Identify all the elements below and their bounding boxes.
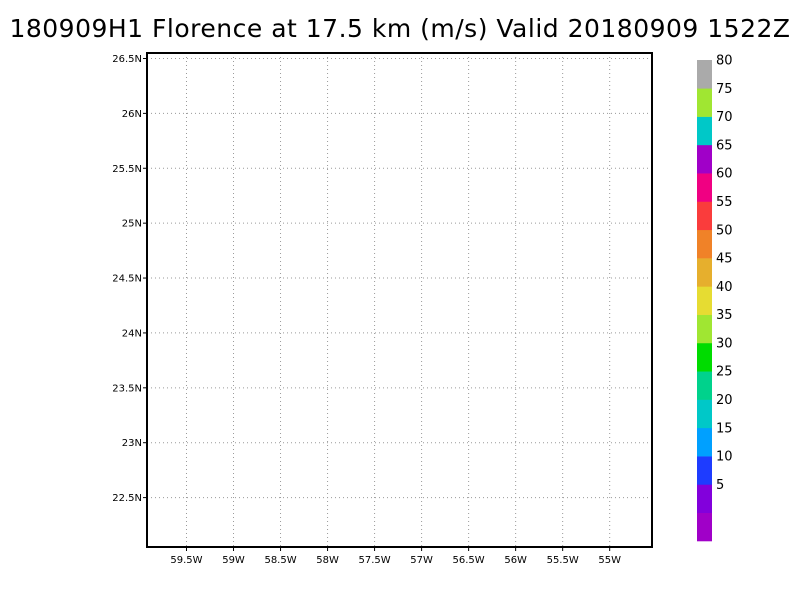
colorbar-label: 45 (716, 252, 733, 267)
colorbar-swatch (697, 314, 712, 344)
lon-tick-label: 56.5W (453, 555, 485, 566)
lon-tick-label: 59W (222, 555, 245, 566)
lat-tick-label: 23N (122, 438, 142, 449)
colorbar-swatch (697, 144, 712, 174)
colorbar-label: 35 (716, 308, 733, 323)
lon-tick-label: 58W (316, 555, 339, 566)
colorbar-label: 80 (716, 54, 733, 69)
lon-tick-label: 55W (598, 555, 621, 566)
colorbar-swatch (697, 173, 712, 202)
colorbar-label: 50 (716, 223, 733, 238)
lat-tick-label: 25N (122, 219, 142, 230)
colorbar-label: 75 (716, 82, 733, 97)
colorbar-swatch (697, 286, 712, 315)
colorbar-label: 55 (716, 195, 733, 210)
lat-tick-label: 22.5N (112, 493, 142, 504)
colorbar-label: 5 (716, 478, 724, 493)
colorbar-swatch (697, 258, 712, 287)
colorbar-swatch (697, 342, 712, 372)
colorbar-swatch (697, 229, 712, 259)
colorbar-label: 15 (716, 421, 733, 436)
colorbar-swatch (697, 201, 712, 231)
colorbar-legend: 5 10 15 20 25 30 35 40 45 50 55 60 65 70 75 80 (697, 54, 733, 542)
lat-tick-label: 24.5N (112, 274, 142, 285)
axis-ticks: 26.5N 26N 25.5N 25N 24.5N 24N 23.5N 23N 22.5N 59.… (112, 54, 621, 566)
colorbar-swatch (697, 371, 712, 400)
colorbar-swatch (697, 512, 712, 542)
colorbar-label: 65 (716, 138, 733, 153)
colorbar-label: 25 (716, 365, 733, 380)
colorbar-label: 30 (716, 336, 733, 351)
lat-tick-label: 23.5N (112, 383, 142, 394)
lat-tick-label: 25.5N (112, 164, 142, 175)
colorbar-swatch (697, 456, 712, 485)
lat-tick-label: 24N (122, 328, 142, 339)
lon-tick-label: 55.5W (547, 555, 579, 566)
colorbar-swatch (697, 427, 712, 457)
colorbar-swatch (697, 484, 712, 514)
lat-tick-label: 26N (122, 109, 142, 120)
colorbar-swatch (697, 60, 712, 89)
colorbar-label: 10 (716, 450, 733, 465)
lon-tick-label: 56W (504, 555, 527, 566)
lon-tick-label: 58.5W (264, 555, 296, 566)
grid-lines (147, 53, 652, 547)
lon-tick-label: 57.5W (359, 555, 391, 566)
map-title: 180909H1 Florence at 17.5 km (m/s) Valid… (9, 14, 791, 43)
colorbar-label: 60 (716, 167, 733, 182)
colorbar-label: 20 (716, 393, 733, 408)
colorbar-label: 40 (716, 280, 733, 295)
lon-tick-label: 57W (410, 555, 433, 566)
lon-tick-label: 59.5W (170, 555, 202, 566)
map-frame (146, 52, 653, 548)
colorbar-swatch (697, 88, 712, 117)
colorbar-label: 70 (716, 110, 733, 125)
lat-tick-label: 26.5N (112, 54, 142, 65)
colorbar-swatch (697, 116, 712, 146)
colorbar-swatch (697, 399, 712, 429)
